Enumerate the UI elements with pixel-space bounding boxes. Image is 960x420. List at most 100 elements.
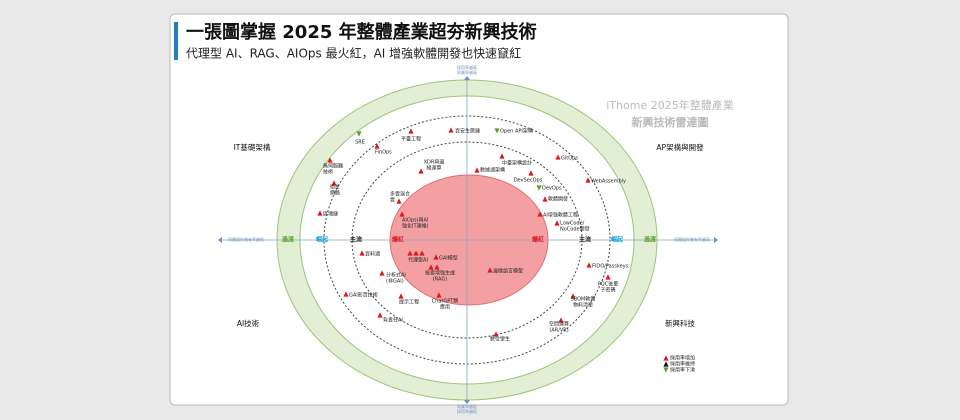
- trend-marker: [407, 250, 413, 256]
- trend-marker: [356, 131, 362, 137]
- trend-marker: [493, 331, 499, 337]
- tech-label: 資安生態鏈: [455, 128, 480, 135]
- ring-label: 爆紅: [532, 236, 544, 244]
- trend-marker: [448, 127, 454, 133]
- axis-label: 採用率越高: [457, 64, 477, 70]
- legend-label: 採用率增加: [670, 355, 695, 362]
- tech-label: 數據湖架構: [480, 167, 505, 174]
- tech-label: 空間運算: [549, 321, 569, 328]
- ring-label: 主流: [350, 236, 362, 244]
- trend-marker: [494, 128, 500, 134]
- quadrant-label: IT基礎架構: [234, 142, 271, 152]
- watermark: 新興技術雷達圖: [632, 115, 709, 129]
- trend-marker: [663, 361, 669, 367]
- trend-marker: [537, 211, 543, 217]
- tech-label: FinOps: [375, 150, 392, 156]
- tech-label: 中臺架構設計: [502, 160, 532, 167]
- trend-marker: [343, 291, 349, 297]
- tech-label: NoCode開發: [560, 226, 590, 233]
- quadrant-label: 新興科技: [665, 318, 695, 328]
- trend-marker: [317, 210, 323, 216]
- arrow: [464, 76, 470, 80]
- tech-label: 檢索增強生成: [425, 270, 455, 277]
- trend-marker: [331, 180, 337, 186]
- accent-bar: [174, 22, 178, 60]
- trend-marker: [379, 270, 385, 276]
- tech-label: GitOps: [561, 156, 578, 162]
- trend-marker: [570, 293, 576, 299]
- trend-marker: [419, 250, 425, 256]
- tech-label: LowCode/: [560, 221, 585, 227]
- trend-marker: [536, 185, 542, 191]
- trend-marker: [542, 196, 548, 202]
- tech-label: 多雲混合: [390, 191, 410, 198]
- trend-marker: [528, 170, 534, 176]
- tech-label: 區塊鏈: [323, 211, 338, 218]
- tech-label: XDR與邊: [424, 159, 445, 166]
- tech-label: FIDO/Passkeys: [592, 264, 629, 270]
- ring-label: 過渡: [643, 236, 657, 244]
- ring-label: 崛起: [316, 236, 329, 244]
- tech-label: PQC後量: [598, 281, 618, 288]
- axis-label: 同屬組外擁有率越高: [674, 236, 710, 242]
- trend-marker: [434, 264, 440, 270]
- title: 一張圖掌握 2025 年整體產業超夯新興技術: [186, 21, 537, 43]
- trend-marker: [554, 220, 560, 226]
- tech-label: 技術: [323, 169, 333, 176]
- tech-label: 網路: [330, 190, 340, 197]
- quadrant-label: AP架構與開發: [656, 142, 704, 152]
- trend-marker: [413, 250, 419, 256]
- tech-label: AI增強軟體工程: [543, 212, 578, 219]
- tech-label: DevOps: [542, 186, 562, 192]
- legend-label: 採用率維持: [670, 361, 695, 368]
- arrow: [218, 237, 222, 243]
- trend-marker: [663, 367, 669, 373]
- tech-label: 應用: [440, 304, 450, 311]
- watermark: iThome 2025年整體產業: [606, 98, 733, 112]
- tech-label: 負責任AI: [383, 317, 403, 324]
- trend-marker: [558, 317, 564, 323]
- tech-label: 衛星: [330, 184, 340, 191]
- trend-marker: [474, 167, 480, 173]
- axis-label: 採用率越低: [457, 408, 477, 414]
- axis-label: 同屬組外擁有率越低: [228, 236, 264, 242]
- trend-marker: [586, 262, 592, 268]
- trend-marker: [408, 128, 414, 134]
- trend-marker: [663, 355, 669, 361]
- legend-label: 採用率下滑: [670, 367, 695, 374]
- trend-marker: [398, 293, 404, 299]
- tech-label: 無伺服器: [323, 163, 343, 170]
- trend-marker: [585, 177, 591, 183]
- trend-marker: [359, 250, 365, 256]
- tech-label: SBOM軟體: [571, 296, 596, 303]
- tech-label: 提示工程: [399, 299, 419, 306]
- axis-label: 同業率越高: [457, 69, 477, 75]
- tech-label: 物料清單: [573, 302, 593, 309]
- tech-label: (AR/VR): [549, 328, 568, 334]
- tech-label: 軟體開發: [548, 196, 568, 203]
- tech-label: (RAG): [433, 277, 447, 283]
- tech-label: GAI影音技術: [349, 292, 378, 299]
- trend-marker: [499, 153, 505, 159]
- trend-marker: [605, 274, 611, 280]
- tech-label: ChatGPT類: [432, 298, 459, 305]
- tech-label: 子密碼: [600, 287, 615, 294]
- tech-label: WebAssembly: [591, 179, 626, 185]
- tech-label: 強化IT運維): [402, 223, 429, 230]
- tech-label: 數位孿生: [490, 336, 510, 343]
- tech-label: AIOps(與AI: [402, 217, 428, 224]
- trend-marker: [428, 264, 434, 270]
- tech-label: 邊緣語言模型: [493, 268, 523, 275]
- trend-marker: [374, 143, 380, 149]
- trend-marker: [377, 312, 383, 318]
- ring-label: 崛起: [611, 236, 624, 244]
- trend-marker: [487, 267, 493, 273]
- tech-label: (非GAI): [386, 278, 404, 285]
- ring-label: 主流: [579, 236, 591, 244]
- tech-label: 平臺工程: [401, 136, 421, 143]
- tech-label: GAI模型: [439, 255, 458, 262]
- trend-marker: [396, 198, 402, 204]
- trend-marker: [433, 254, 439, 260]
